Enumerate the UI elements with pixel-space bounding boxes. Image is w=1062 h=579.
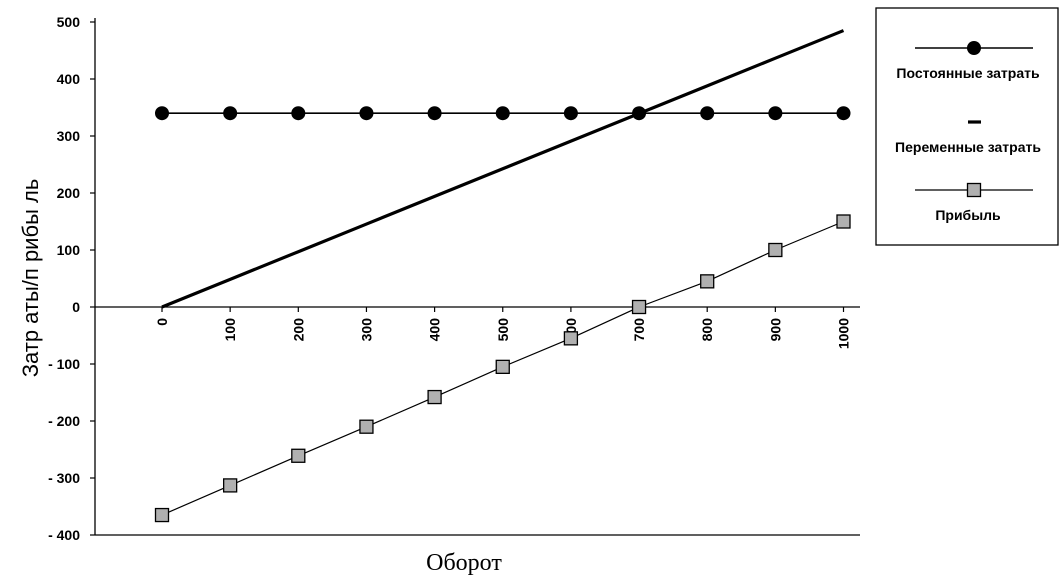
data-point-circle — [359, 106, 374, 121]
data-point-square — [631, 299, 647, 315]
legend-marker-square — [966, 182, 982, 198]
data-point-circle — [495, 106, 510, 121]
x-tick-label: 200 — [290, 318, 306, 342]
y-tick-label: 200 — [57, 185, 81, 201]
y-tick-label: 500 — [57, 14, 81, 30]
y-tick-label: - 200 — [48, 413, 80, 429]
series-line — [161, 29, 845, 309]
data-point-square — [563, 331, 579, 346]
y-tick-label: - 400 — [48, 527, 80, 543]
data-point-square — [154, 507, 170, 523]
x-tick-label: 0 — [154, 318, 170, 326]
x-tick-label: 400 — [427, 318, 443, 342]
legend-label: Прибыль — [935, 207, 1001, 223]
data-point-square — [700, 274, 715, 289]
data-point-circle — [291, 106, 306, 121]
data-point-square — [768, 242, 783, 258]
data-point-circle — [427, 106, 442, 121]
data-point-circle — [700, 106, 715, 121]
data-point-square — [427, 389, 442, 405]
x-tick-label: 1000 — [836, 318, 852, 349]
series-layer — [154, 29, 851, 523]
y-tick-label: - 300 — [48, 470, 80, 486]
legend-label: Переменные затрать — [895, 139, 1041, 155]
y-tick-label: 300 — [57, 128, 81, 144]
x-tick-label: 300 — [358, 318, 374, 342]
x-tick-label: 500 — [495, 318, 511, 342]
data-point-circle — [223, 106, 238, 121]
legend-items: Постоянные затрать Переменные затрать Приб… — [895, 41, 1041, 223]
x-tick-label: 800 — [699, 318, 715, 342]
legend-label: Постоянные затрать — [896, 65, 1040, 81]
y-axis-label: Затр аты/п рибы ль — [18, 179, 43, 378]
y-ticks: 500 400 300 200 100 0 - 100 - 200 - 300 - 400 — [48, 14, 95, 543]
data-point-square — [836, 214, 851, 229]
y-tick-label: 100 — [57, 242, 81, 258]
x-ticks: 0 100 200 300 400 500 600 700 800 900 1000 — [154, 307, 852, 349]
y-tick-label: - 100 — [48, 356, 80, 372]
data-point-circle — [836, 106, 851, 121]
x-tick-label: 700 — [631, 318, 647, 342]
axes — [94, 18, 860, 536]
y-tick-label: 0 — [72, 299, 80, 315]
data-point-circle — [768, 106, 783, 121]
data-point-square — [291, 448, 306, 463]
data-point-square — [495, 359, 510, 375]
x-axis-label: Оборот — [426, 550, 502, 576]
data-point-circle — [563, 106, 578, 121]
x-tick-label: 100 — [222, 318, 238, 342]
data-point-square — [359, 419, 374, 434]
legend-marker-circle — [967, 41, 981, 55]
data-point-circle — [155, 106, 169, 121]
x-tick-label: 900 — [767, 318, 783, 342]
y-tick-label: 400 — [57, 71, 81, 87]
data-point-square — [222, 478, 238, 493]
legend: Постоянные затрать Переменные затрать Приб… — [875, 7, 1059, 246]
